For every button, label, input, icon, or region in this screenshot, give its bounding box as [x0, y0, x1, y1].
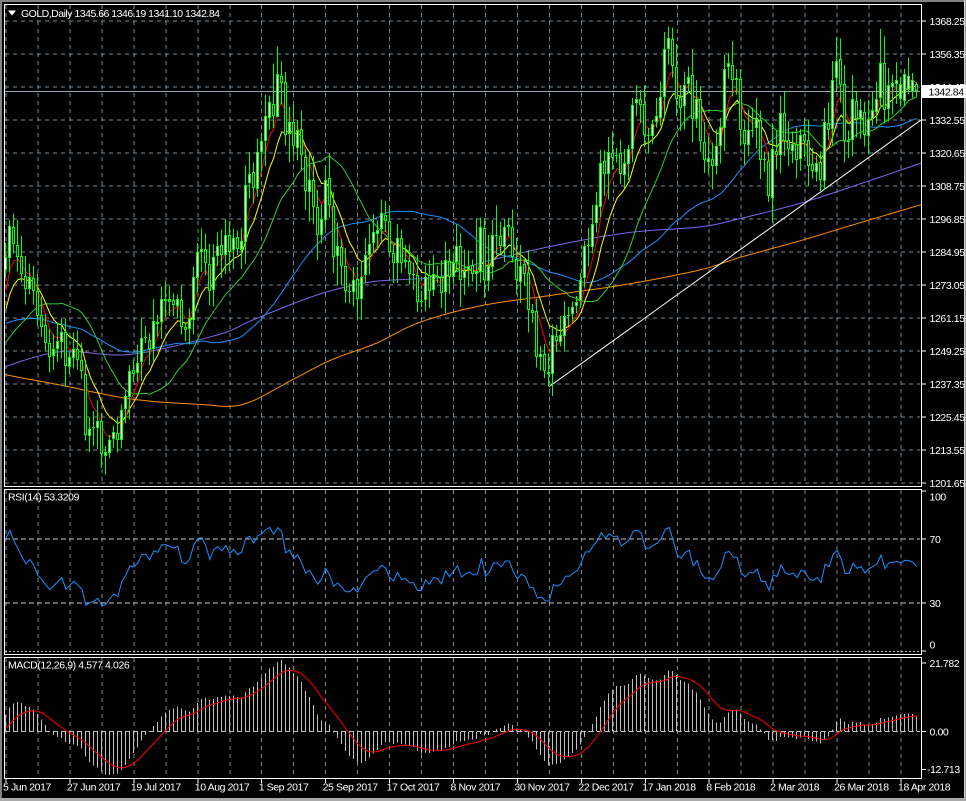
svg-text:30: 30	[930, 598, 941, 610]
svg-text:25 Sep 2017: 25 Sep 2017	[323, 782, 379, 794]
svg-text:5 Jun 2017: 5 Jun 2017	[3, 782, 52, 794]
svg-text:19 Jul 2017: 19 Jul 2017	[131, 782, 181, 794]
svg-text:2 Mar 2018: 2 Mar 2018	[770, 782, 820, 794]
svg-text:1356.35: 1356.35	[930, 49, 966, 61]
svg-text:1342.84: 1342.84	[929, 86, 965, 98]
svg-text:22 Dec 2017: 22 Dec 2017	[578, 782, 634, 794]
svg-text:17 Jan 2018: 17 Jan 2018	[642, 782, 696, 794]
svg-text:1368.25: 1368.25	[930, 16, 966, 28]
svg-text:8 Nov 2017: 8 Nov 2017	[451, 782, 501, 794]
svg-text:100: 100	[930, 491, 947, 503]
svg-text:GOLD,Daily 1345.66 1346.19 13: GOLD,Daily 1345.66 1346.19 1341.10 1342.…	[21, 8, 220, 20]
svg-text:-12.713: -12.713	[927, 764, 960, 776]
svg-text:21.782: 21.782	[930, 658, 960, 670]
svg-text:1296.85: 1296.85	[930, 214, 966, 226]
svg-text:1 Sep 2017: 1 Sep 2017	[259, 782, 309, 794]
svg-text:0: 0	[930, 639, 936, 651]
svg-text:MACD(12,26,9) 4.577 4.026: MACD(12,26,9) 4.577 4.026	[8, 660, 130, 672]
svg-text:17 Oct 2017: 17 Oct 2017	[387, 782, 440, 794]
svg-text:8 Feb 2018: 8 Feb 2018	[706, 782, 756, 794]
svg-text:1308.75: 1308.75	[930, 181, 966, 193]
svg-text:26 Mar 2018: 26 Mar 2018	[834, 782, 889, 794]
svg-text:27 Jun 2017: 27 Jun 2017	[67, 782, 121, 794]
svg-text:RSI(14) 53.3209: RSI(14) 53.3209	[8, 492, 80, 504]
svg-text:1284.95: 1284.95	[930, 247, 966, 259]
svg-text:1225.45: 1225.45	[930, 412, 966, 424]
svg-text:1320.65: 1320.65	[930, 148, 966, 160]
svg-text:1201.65: 1201.65	[930, 478, 966, 490]
svg-text:1332.55: 1332.55	[930, 115, 966, 127]
svg-text:10 Aug 2017: 10 Aug 2017	[195, 782, 250, 794]
svg-text:18 Apr 2018: 18 Apr 2018	[898, 782, 951, 794]
svg-text:1237.35: 1237.35	[930, 379, 966, 391]
svg-text:1213.55: 1213.55	[930, 445, 966, 457]
svg-text:0.00: 0.00	[930, 727, 949, 739]
svg-text:1273.05: 1273.05	[930, 280, 966, 292]
svg-text:30 Nov 2017: 30 Nov 2017	[514, 782, 570, 794]
svg-text:1261.15: 1261.15	[930, 313, 966, 325]
svg-text:70: 70	[930, 534, 941, 546]
svg-text:1249.25: 1249.25	[930, 346, 966, 358]
